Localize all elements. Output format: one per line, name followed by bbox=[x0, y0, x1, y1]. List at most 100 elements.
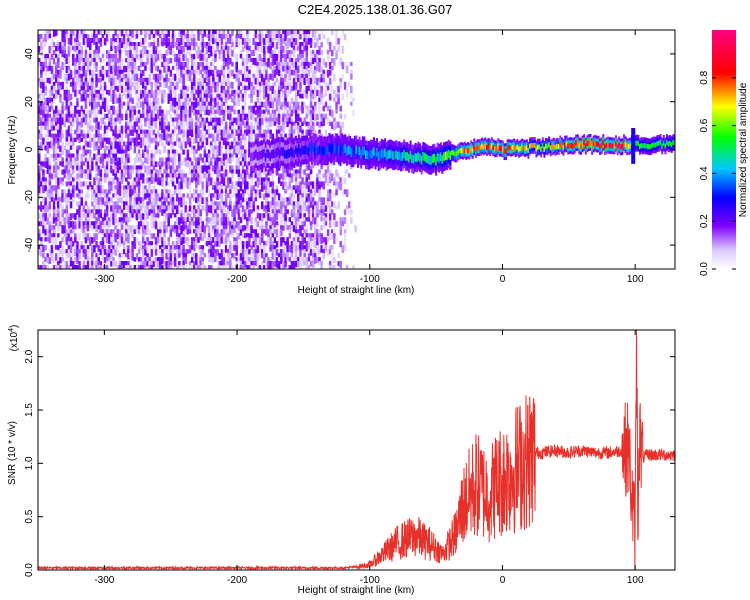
noise-cell bbox=[84, 141, 88, 147]
noise-cell bbox=[167, 221, 170, 227]
noise-cell bbox=[165, 177, 168, 182]
noise-cell bbox=[48, 189, 52, 195]
noise-cell bbox=[190, 121, 194, 128]
noise-cell bbox=[99, 185, 103, 191]
noise-cell bbox=[95, 185, 98, 192]
noise-cell bbox=[265, 121, 268, 129]
noise-cell bbox=[186, 117, 190, 126]
noise-cell bbox=[133, 237, 137, 244]
noise-cell bbox=[150, 265, 153, 269]
noise-cell bbox=[299, 117, 302, 125]
noise-cell bbox=[297, 229, 300, 236]
noise-cell bbox=[318, 233, 321, 240]
noise-cell bbox=[284, 133, 287, 140]
noise-cell bbox=[311, 213, 315, 219]
noise-cell bbox=[224, 34, 228, 41]
noise-cell bbox=[108, 221, 111, 228]
noise-cell bbox=[156, 97, 160, 105]
noise-cell bbox=[93, 145, 96, 152]
noise-cell bbox=[40, 77, 43, 83]
noise-cell bbox=[299, 261, 302, 265]
noise-cell bbox=[97, 137, 100, 144]
noise-cell bbox=[105, 49, 109, 56]
noise-cell bbox=[137, 113, 141, 121]
noise-cell bbox=[241, 157, 245, 165]
noise-cell bbox=[161, 73, 164, 79]
noise-cell bbox=[297, 65, 300, 73]
noise-cell bbox=[52, 145, 56, 154]
noise-cell bbox=[250, 197, 253, 202]
noise-cell bbox=[275, 241, 279, 248]
noise-cell bbox=[135, 129, 139, 134]
noise-cell bbox=[67, 69, 71, 75]
noise-cell bbox=[294, 105, 298, 111]
noise-cell bbox=[269, 121, 272, 127]
noise-cell bbox=[72, 185, 75, 193]
noise-cell bbox=[267, 93, 270, 100]
noise-cell bbox=[125, 261, 128, 267]
noise-cell bbox=[267, 237, 270, 244]
noise-cell bbox=[246, 57, 249, 65]
noise-cell bbox=[201, 245, 204, 251]
noise-cell bbox=[212, 34, 215, 42]
noise-cell bbox=[212, 185, 215, 190]
noise-cell bbox=[86, 38, 90, 46]
noise-cell bbox=[267, 177, 270, 184]
noise-cell bbox=[95, 97, 98, 102]
noise-cell bbox=[150, 65, 153, 74]
noise-cell bbox=[250, 93, 253, 98]
noise-cell bbox=[74, 185, 77, 191]
noise-cell bbox=[112, 145, 115, 153]
noise-cell bbox=[229, 105, 232, 110]
noise-cell bbox=[280, 45, 283, 53]
noise-cell bbox=[186, 38, 190, 45]
noise-cell bbox=[129, 121, 132, 130]
noise-cell bbox=[80, 85, 83, 91]
noise-cell bbox=[42, 173, 45, 178]
noise-cell bbox=[171, 49, 175, 56]
noise-cell bbox=[210, 113, 213, 120]
noise-cell bbox=[233, 117, 236, 123]
noise-cell bbox=[142, 213, 145, 220]
noise-cell bbox=[50, 42, 54, 47]
noise-cell bbox=[42, 261, 45, 267]
noise-cell bbox=[103, 233, 107, 240]
noise-cell bbox=[63, 193, 66, 201]
noise-cell bbox=[216, 133, 219, 141]
noise-cell bbox=[89, 233, 92, 238]
noise-cell bbox=[205, 73, 209, 81]
noise-cell bbox=[188, 249, 192, 254]
noise-cell bbox=[265, 209, 268, 214]
noise-cell bbox=[316, 181, 319, 190]
noise-cell bbox=[139, 257, 143, 265]
noise-cell bbox=[288, 65, 292, 71]
noise-cell bbox=[212, 97, 215, 104]
noise-cell bbox=[103, 177, 107, 183]
noise-cell bbox=[271, 117, 275, 125]
noise-cell bbox=[207, 253, 211, 259]
noise-cell bbox=[38, 141, 41, 147]
noise-cell bbox=[210, 117, 213, 123]
noise-cell bbox=[74, 85, 77, 93]
noise-cell bbox=[261, 81, 264, 86]
noise-cell bbox=[218, 185, 221, 191]
noise-cell bbox=[244, 169, 247, 175]
noise-cell bbox=[314, 93, 317, 100]
noise-cell bbox=[248, 257, 251, 262]
noise-cell bbox=[120, 57, 124, 63]
noise-cell bbox=[59, 117, 62, 122]
noise-cell bbox=[86, 85, 90, 92]
noise-cell bbox=[316, 177, 319, 184]
noise-cell bbox=[91, 73, 94, 82]
noise-cell bbox=[288, 173, 292, 181]
noise-cell bbox=[201, 189, 204, 195]
noise-cell bbox=[309, 169, 313, 175]
noise-cell bbox=[72, 181, 75, 187]
noise-cell bbox=[294, 257, 298, 265]
noise-cell bbox=[52, 201, 56, 207]
noise-cell bbox=[248, 153, 251, 160]
noise-cell bbox=[180, 217, 183, 224]
noise-cell bbox=[311, 257, 315, 262]
noise-cell bbox=[284, 253, 287, 261]
noise-cell bbox=[203, 105, 207, 114]
